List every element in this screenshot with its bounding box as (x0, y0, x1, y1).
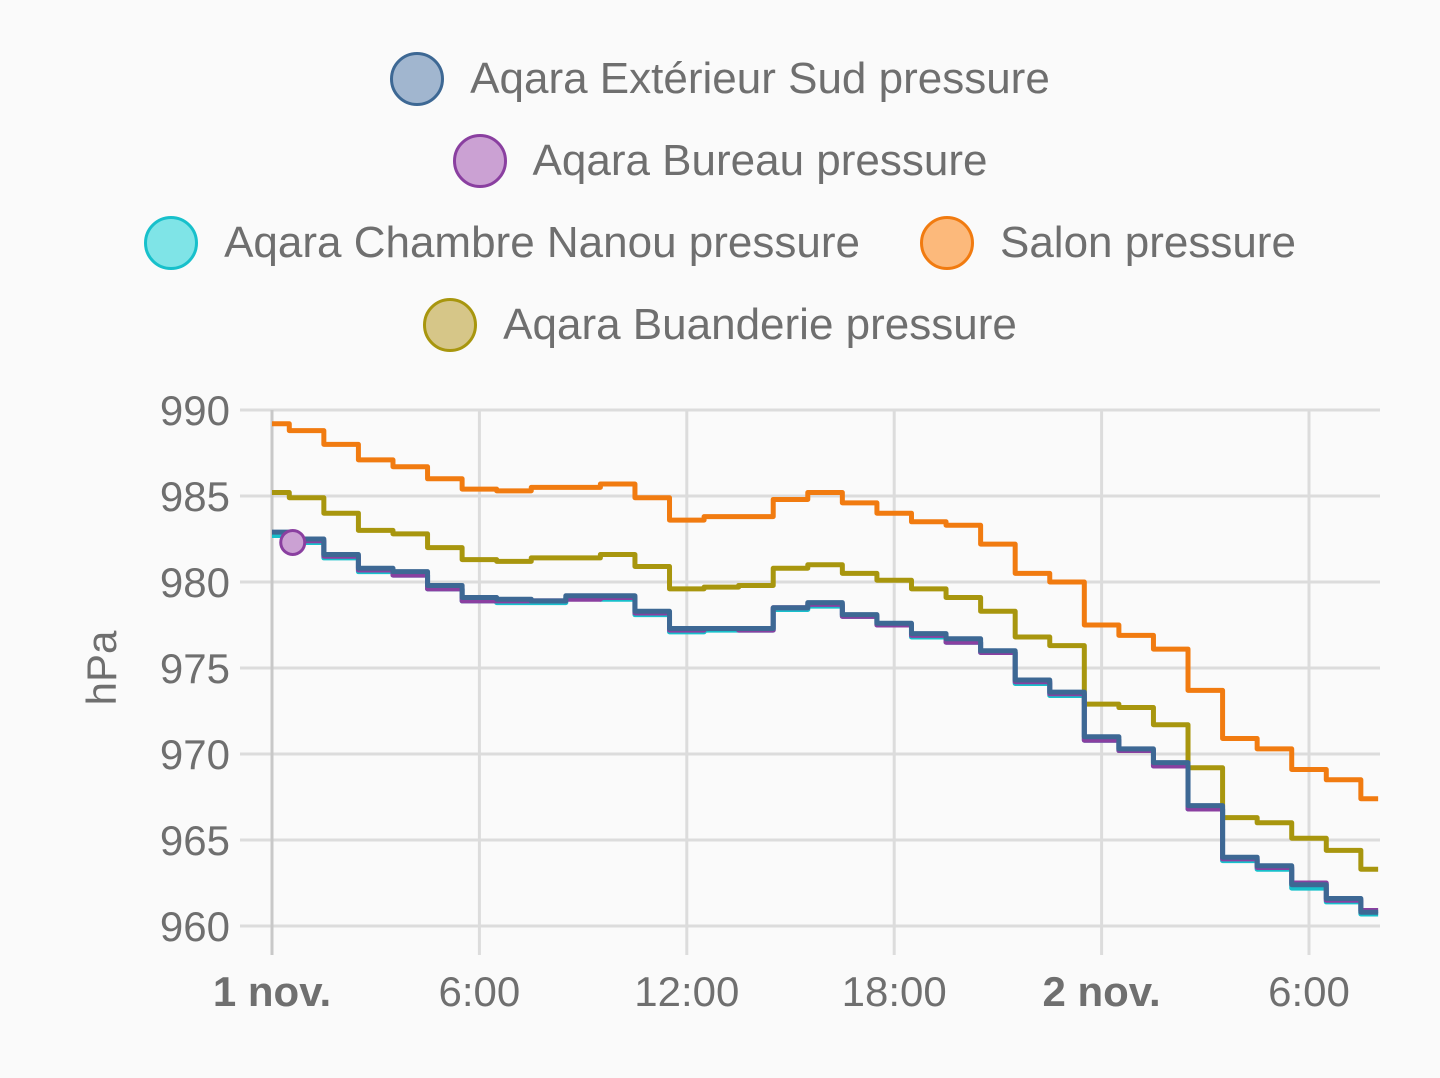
legend-row: Aqara Bureau pressure (0, 120, 1440, 202)
y-axis-label: hPa (78, 630, 125, 705)
legend-label: Aqara Buanderie pressure (503, 300, 1017, 349)
series-line (272, 421, 1379, 802)
x-tick-label: 6:00 (1268, 968, 1350, 1015)
y-tick-label: 975 (160, 645, 230, 692)
y-tick-label: 965 (160, 817, 230, 864)
y-tick-label: 980 (160, 559, 230, 606)
legend-item[interactable]: Aqara Buanderie pressure (423, 298, 1017, 352)
legend-swatch (452, 134, 507, 188)
legend-swatch (390, 52, 445, 106)
series-line (272, 529, 1379, 915)
y-tick-label: 960 (160, 903, 230, 950)
series-line (272, 490, 1379, 872)
legend-label: Aqara Extérieur Sud pressure (470, 54, 1050, 103)
legend-label: Aqara Bureau pressure (532, 136, 988, 185)
legend-item[interactable]: Aqara Extérieur Sud pressure (390, 52, 1050, 106)
legend-swatch (144, 216, 199, 270)
legend-swatch (423, 298, 478, 352)
y-tick-label: 990 (160, 387, 230, 434)
series-line (292, 538, 1379, 914)
y-tick-label: 970 (160, 731, 230, 778)
legend-label: Salon pressure (999, 218, 1296, 267)
legend-swatch (919, 216, 974, 270)
x-tick-label: 1 nov. (213, 968, 331, 1015)
series-line (272, 533, 1379, 917)
legend-row: Aqara Chambre Nanou pressure Salon pressu… (0, 202, 1440, 284)
highlighted-point (279, 528, 307, 556)
legend-item[interactable]: Aqara Bureau pressure (452, 134, 988, 188)
legend-item[interactable]: Aqara Chambre Nanou pressure (144, 216, 860, 270)
y-tick-label: 985 (160, 473, 230, 520)
x-tick-label: 6:00 (439, 968, 521, 1015)
legend-row: Aqara Buanderie pressure (0, 284, 1440, 366)
legend-item[interactable]: Salon pressure (919, 216, 1296, 270)
legend-row: Aqara Extérieur Sud pressure (0, 38, 1440, 120)
x-tick-label: 2 nov. (1042, 968, 1160, 1015)
x-tick-label: 18:00 (842, 968, 947, 1015)
x-tick-label: 12:00 (634, 968, 739, 1015)
chart-legend: Aqara Extérieur Sud pressure Aqara Bureau… (0, 38, 1440, 366)
legend-label: Aqara Chambre Nanou pressure (224, 218, 860, 267)
